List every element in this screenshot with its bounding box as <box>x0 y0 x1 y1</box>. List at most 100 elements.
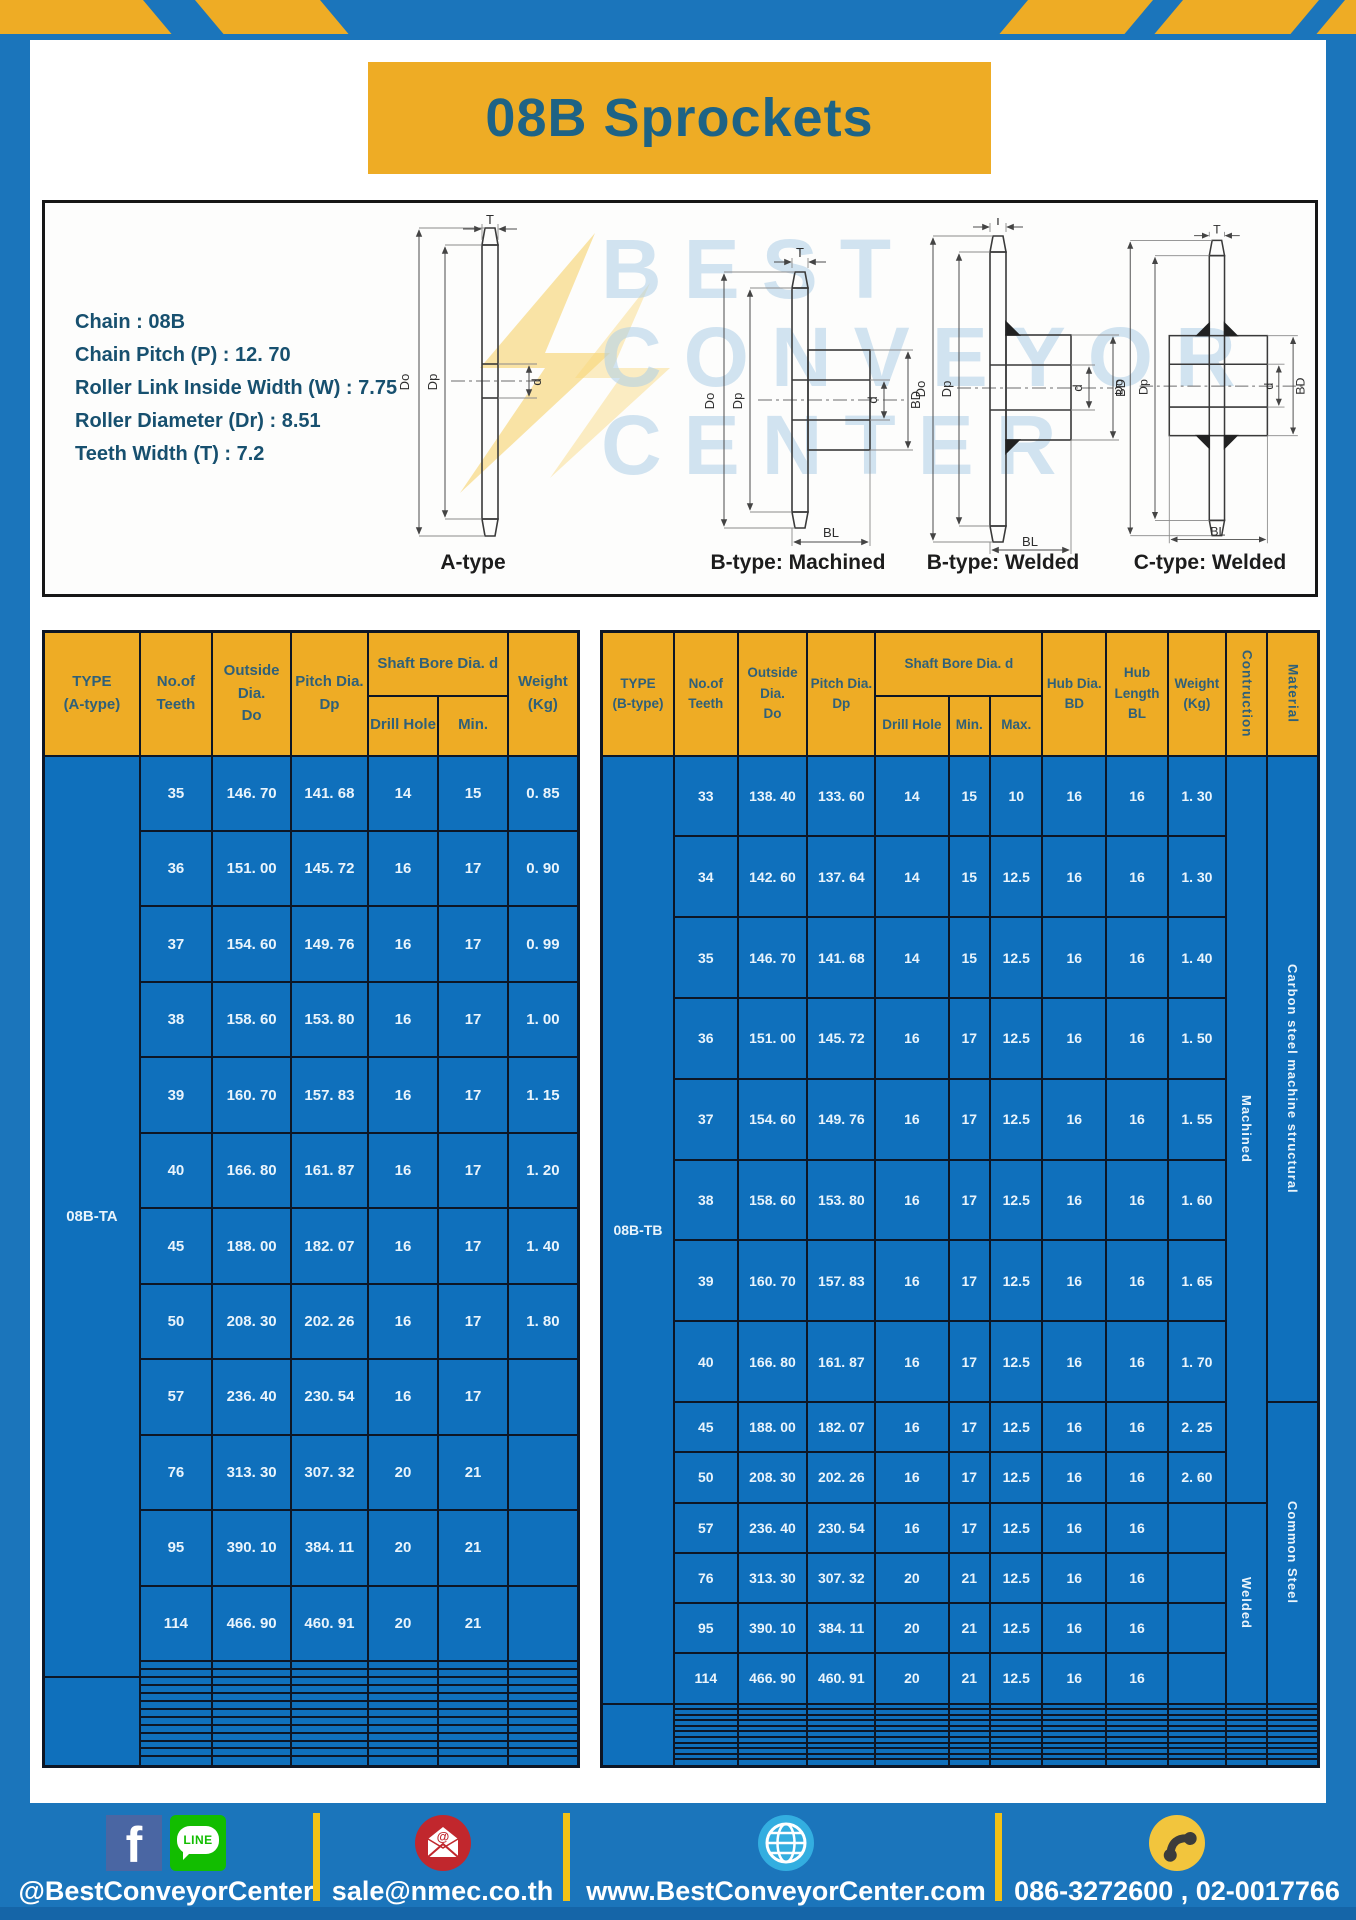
table-cell: 12.5 <box>989 1401 1044 1454</box>
b-type-machined-diagram: Do Dp T d BD BL <box>702 248 923 546</box>
table-cell <box>506 1676 580 1686</box>
table-cell: 1. 30 <box>1166 835 1227 919</box>
col-header-pitch-dia: Pitch Dia. Dp <box>290 630 369 757</box>
table-cell: 12.5 <box>989 916 1044 999</box>
phone-numbers[interactable]: 086-3272600 , 02-0017766 <box>1014 1876 1340 1906</box>
table-cell: 16 <box>1041 1401 1108 1454</box>
table-cell: 460. 91 <box>806 1652 877 1705</box>
table-cell: 20 <box>366 1433 440 1512</box>
table-cell: 141. 68 <box>290 754 369 832</box>
table-cell <box>211 1755 293 1768</box>
diagram-panel: BEST CONVEYOR CENTER Chain : 08B Chain P… <box>42 200 1318 597</box>
table-cell <box>506 1699 580 1710</box>
table-cell <box>506 1731 580 1742</box>
table-cell <box>506 1747 580 1758</box>
b-type-welded-diagram: Do Dp T d BD BL <box>913 218 1128 554</box>
svg-text:BL: BL <box>1210 525 1225 539</box>
table-cell: 20 <box>366 1584 440 1663</box>
svg-text:Do: Do <box>1115 379 1126 395</box>
construction-cell: Welded <box>1224 1501 1268 1705</box>
table-cell: 34 <box>672 835 739 919</box>
table-cell <box>138 1739 214 1750</box>
table-cell: 16 <box>1105 1239 1169 1323</box>
phone-icon[interactable] <box>1148 1814 1206 1872</box>
website-url[interactable]: www.BestConveyorCenter.com <box>586 1876 986 1906</box>
table-row <box>44 1747 580 1758</box>
table-cell: 146. 70 <box>736 916 809 999</box>
table-cell <box>138 1691 214 1702</box>
table-cell <box>138 1707 214 1718</box>
table-cell <box>138 1731 214 1742</box>
corner-stripe <box>195 0 349 34</box>
table-cell: 208. 30 <box>736 1451 809 1504</box>
svg-text:Dp: Dp <box>730 393 745 410</box>
table-row: 08B-TA 35 146. 70 141. 68 14 15 0. 85 <box>42 754 580 1678</box>
facebook-icon[interactable]: f <box>106 1815 162 1871</box>
table-cell: 17 <box>437 829 509 908</box>
table-cell: 16 <box>366 980 440 1059</box>
table-cell: 16 <box>1041 1501 1108 1554</box>
table-cell: 16 <box>1105 996 1169 1080</box>
email-icon[interactable]: @ <box>414 1814 472 1872</box>
svg-text:@: @ <box>436 1829 449 1844</box>
footer-social[interactable]: f LINE @BestConveyorCenter <box>18 1812 314 1907</box>
line-icon[interactable]: LINE <box>170 1815 226 1871</box>
table-cell: 161. 87 <box>806 1320 877 1404</box>
table-cell: 157. 83 <box>806 1239 877 1323</box>
svg-text:T: T <box>1213 223 1221 237</box>
table-cell: 1. 60 <box>1166 1158 1227 1242</box>
email-address[interactable]: sale@nmec.co.th <box>331 1876 554 1906</box>
table-cell <box>1166 1602 1227 1655</box>
globe-icon[interactable] <box>757 1814 815 1872</box>
table-cell <box>437 1668 509 1678</box>
table-row: 114 466. 90 460. 91 20 21 <box>44 1584 580 1663</box>
table-cell: 17 <box>437 980 509 1059</box>
table-cell: 146. 70 <box>211 754 293 832</box>
table-row: 40 166. 80 161. 87 16 17 1. 20 <box>44 1131 580 1210</box>
diagram-caption-a: A-type <box>440 551 506 574</box>
table-cell: 114 <box>138 1584 214 1663</box>
table-cell: 230. 54 <box>290 1358 369 1436</box>
table-cell: 38 <box>672 1158 739 1242</box>
dim-d-label: d <box>529 378 544 385</box>
table-cell: 14 <box>874 916 950 999</box>
table-row: 76 313. 30 307. 32 20 21 12.5 16 16 <box>602 1551 1319 1605</box>
table-cell: 208. 30 <box>211 1282 293 1361</box>
table-cell: 16 <box>1041 1239 1108 1323</box>
table-cell <box>506 1358 580 1436</box>
table-cell: 466. 90 <box>736 1652 809 1705</box>
table-cell: 17 <box>437 1207 509 1285</box>
title-banner: 08B Sprockets <box>368 62 991 174</box>
table-cell <box>138 1723 214 1734</box>
table-cell <box>290 1668 369 1678</box>
dim-t-label: T <box>486 215 494 227</box>
table-cell: 1. 50 <box>1166 996 1227 1080</box>
table-cell <box>437 1723 509 1734</box>
table-cell <box>1166 1501 1227 1554</box>
table-cell: 17 <box>437 1056 509 1134</box>
footer-phone[interactable]: 086-3272600 , 02-0017766 <box>1012 1812 1342 1907</box>
table-cell: 17 <box>947 1401 992 1454</box>
table-cell: 16 <box>1041 835 1108 919</box>
table-row: 76 313. 30 307. 32 20 21 <box>44 1433 580 1512</box>
col-header-drill-hole: Drill Hole <box>874 694 950 757</box>
table-cell <box>290 1691 369 1702</box>
table-cell <box>211 1715 293 1726</box>
table-cell: 182. 07 <box>806 1401 877 1454</box>
table-cell <box>506 1691 580 1702</box>
footer-email[interactable]: @ sale@nmec.co.th <box>330 1812 555 1907</box>
col-header-teeth: No.of Teeth <box>672 630 739 757</box>
table-cell: 16 <box>1041 754 1108 838</box>
table-cell: 17 <box>947 1158 992 1242</box>
social-handle[interactable]: @BestConveyorCenter <box>18 1876 314 1906</box>
table-cell <box>138 1676 214 1686</box>
table-cell: 384. 11 <box>290 1509 369 1587</box>
table-cell: 17 <box>437 1358 509 1436</box>
footer-website[interactable]: www.BestConveyorCenter.com <box>580 1812 992 1907</box>
table-cell: 16 <box>1041 916 1108 999</box>
diagram-caption-b-machined: B-type: Machined <box>710 551 886 574</box>
table-cell <box>211 1668 293 1678</box>
type-cell <box>42 1676 141 1768</box>
table-cell: 16 <box>366 905 440 983</box>
table-cell: 20 <box>874 1652 950 1705</box>
